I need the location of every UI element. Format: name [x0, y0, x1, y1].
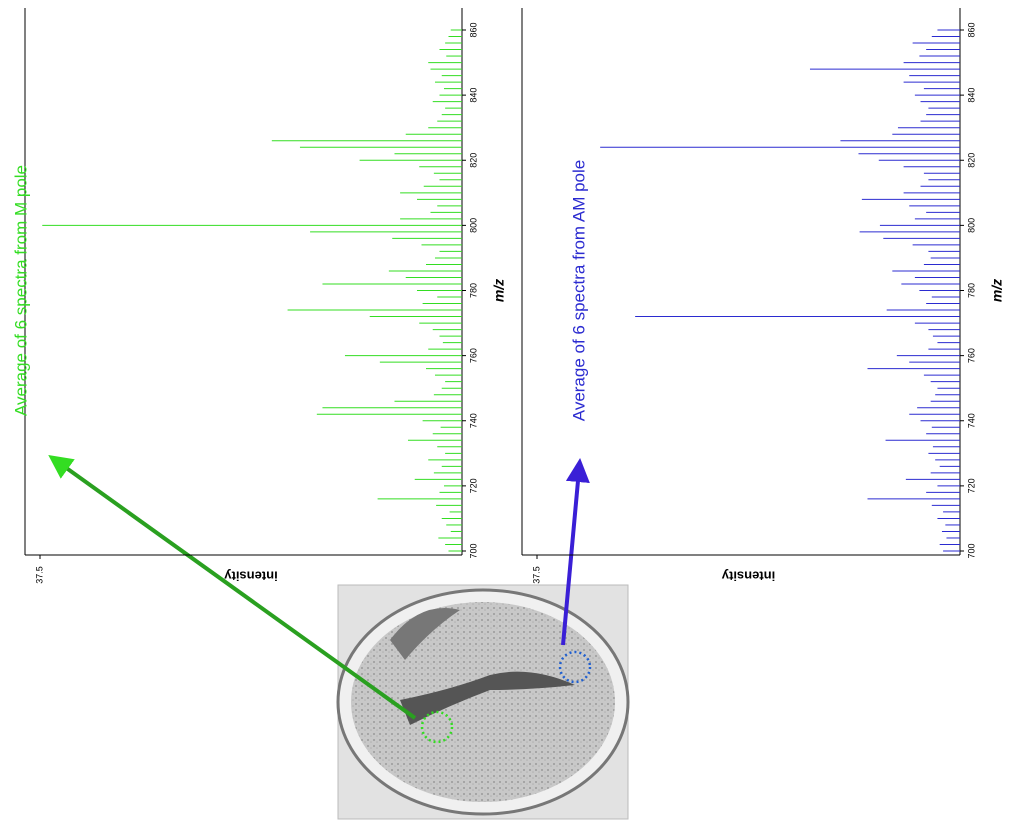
- x-tick-label: 840: [966, 88, 976, 103]
- figure: 700 720 740 760 780 800 820 840 860 37.5 intensity…: [0, 0, 1013, 824]
- y-tick-label: 37.5: [531, 566, 541, 584]
- chart-title: Average of 6 spectra from M pole: [11, 165, 30, 416]
- y-axis-label: intensity: [224, 569, 278, 584]
- chart-title: Average of 6 spectra from AM pole: [569, 160, 588, 421]
- y-axis-label: intensity: [721, 569, 775, 584]
- x-axis-label: m/z: [989, 279, 1005, 302]
- x-tick-label: 740: [966, 413, 976, 428]
- x-tick-label: 860: [966, 22, 976, 37]
- x-tick-label: 780: [468, 283, 478, 298]
- x-tick-label: 820: [966, 153, 976, 168]
- x-tick-label: 700: [966, 543, 976, 558]
- x-tick-label: 820: [468, 153, 478, 168]
- tissue-image: [338, 585, 628, 819]
- x-axis-label: m/z: [491, 279, 507, 302]
- x-tick-label: 720: [966, 478, 976, 493]
- x-tick-label: 800: [966, 218, 976, 233]
- x-tick-label: 760: [468, 348, 478, 363]
- x-tick-label: 740: [468, 413, 478, 428]
- x-tick-label: 760: [966, 348, 976, 363]
- x-tick-label: 780: [966, 283, 976, 298]
- x-tick-label: 860: [468, 22, 478, 37]
- x-tick-label: 700: [468, 543, 478, 558]
- x-tick-label: 840: [468, 88, 478, 103]
- y-tick-label: 37.5: [34, 566, 44, 584]
- x-tick-label: 720: [468, 478, 478, 493]
- x-tick-label: 800: [468, 218, 478, 233]
